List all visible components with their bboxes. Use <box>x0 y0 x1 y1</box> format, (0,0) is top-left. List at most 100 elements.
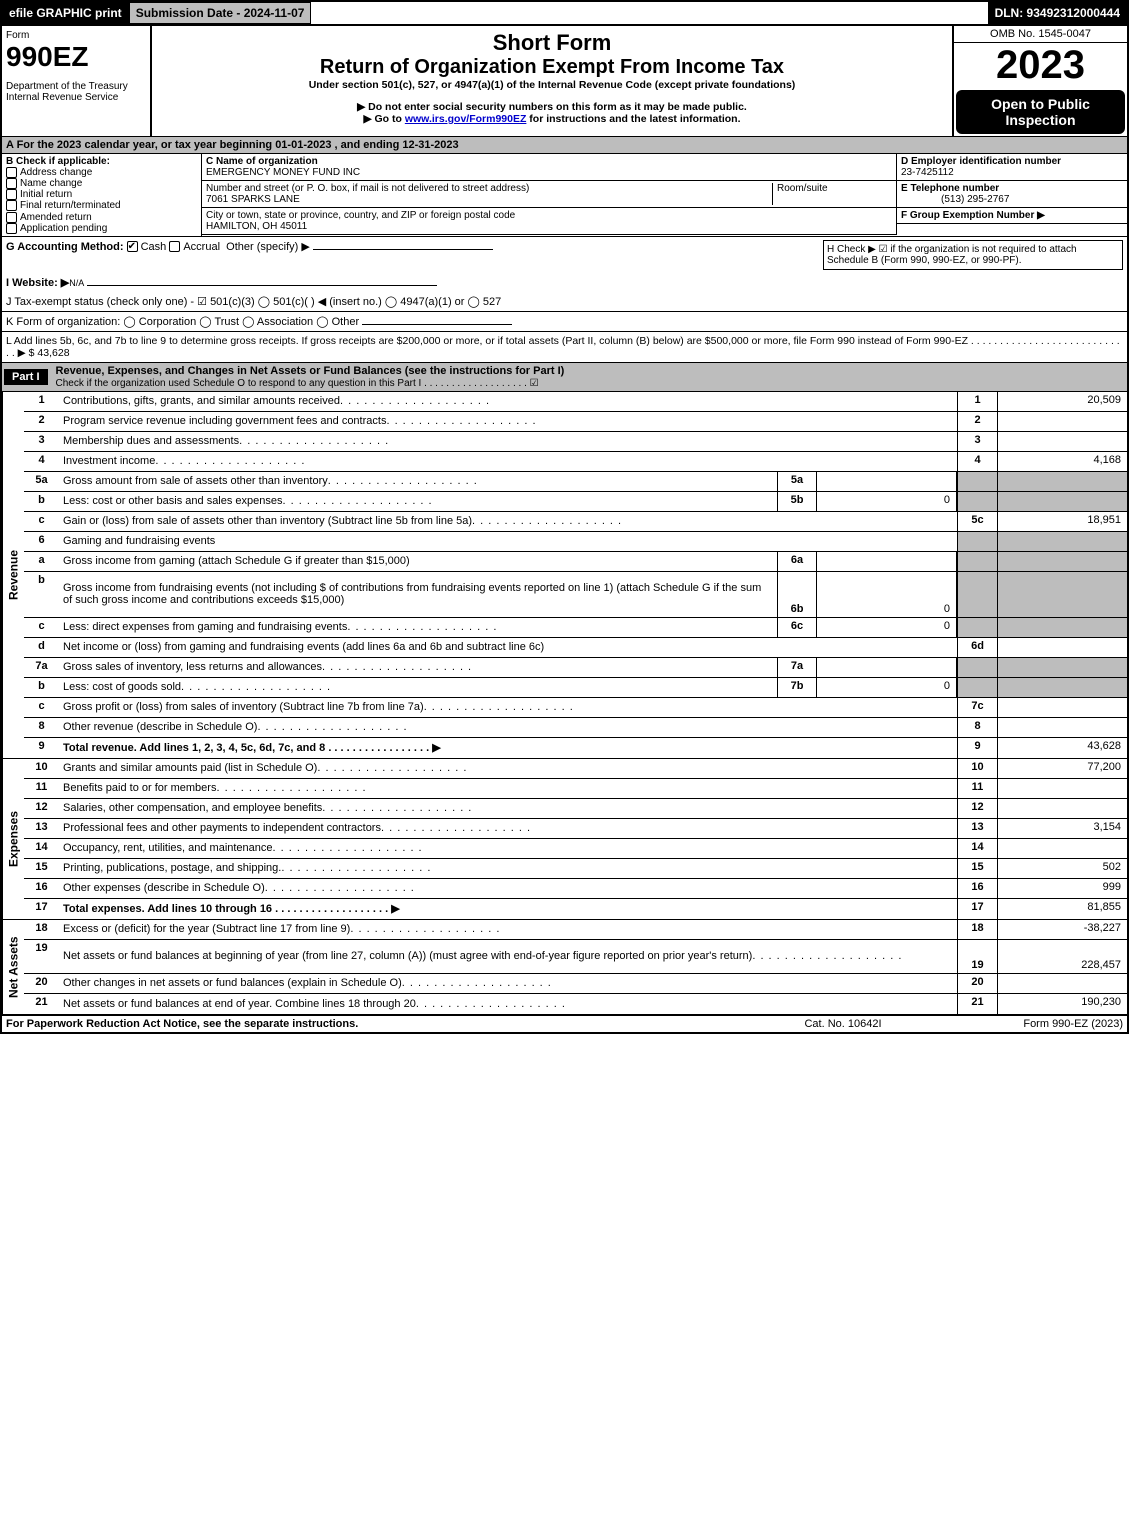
net-assets-section: Net Assets 18Excess or (deficit) for the… <box>2 919 1127 1014</box>
part-1-header: Part I Revenue, Expenses, and Changes in… <box>2 362 1127 391</box>
chk-pending[interactable] <box>6 223 17 234</box>
short-form-title: Short Form <box>160 30 944 56</box>
form-id-block: Form 990EZ Department of the Treasury In… <box>2 26 152 136</box>
r2-desc: Program service revenue including govern… <box>59 412 957 431</box>
col-c-org-info: C Name of organization EMERGENCY MONEY F… <box>202 154 897 236</box>
lbl-amended: Amended return <box>20 212 92 223</box>
submission-date-button[interactable]: Submission Date - 2024-11-07 <box>129 2 312 24</box>
top-toolbar: efile GRAPHIC print Submission Date - 20… <box>2 2 1127 24</box>
r15-desc: Printing, publications, postage, and shi… <box>59 859 957 878</box>
r7a-val <box>997 658 1127 677</box>
r18-num: 18 <box>24 920 59 939</box>
part-1-title-text: Revenue, Expenses, and Changes in Net As… <box>56 365 565 377</box>
city-cell: City or town, state or province, country… <box>202 208 897 235</box>
chk-cash[interactable] <box>127 241 138 252</box>
irs-link[interactable]: www.irs.gov/Form990EZ <box>405 113 527 125</box>
r18-rn: 18 <box>957 920 997 939</box>
r6c-sv: 0 <box>817 618 957 637</box>
b-header: B Check if applicable: <box>6 156 110 167</box>
r7c-num: c <box>24 698 59 717</box>
tel-label: E Telephone number <box>901 183 999 194</box>
r5a-sv <box>817 472 957 491</box>
pra-notice: For Paperwork Reduction Act Notice, see … <box>6 1018 743 1030</box>
expenses-section: Expenses 10Grants and similar amounts pa… <box>2 758 1127 919</box>
r7b-rn <box>957 678 997 697</box>
r2-num: 2 <box>24 412 59 431</box>
r10-desc: Grants and similar amounts paid (list in… <box>59 759 957 778</box>
toolbar-spacer <box>311 2 987 24</box>
r4-rn: 4 <box>957 452 997 471</box>
r8-desc: Other revenue (describe in Schedule O) <box>59 718 957 737</box>
r1-num: 1 <box>24 392 59 411</box>
city-value: HAMILTON, OH 45011 <box>206 221 307 232</box>
col-d-contact: D Employer identification number 23-7425… <box>897 154 1127 236</box>
ein-value: 23-7425112 <box>901 167 954 178</box>
k-underline <box>362 324 512 325</box>
r6b-rn <box>957 572 997 617</box>
r5b-sv: 0 <box>817 492 957 511</box>
r6b-sub: 6b <box>777 572 817 617</box>
r20-val <box>997 974 1127 993</box>
r6b-desc: Gross income from fundraising events (no… <box>59 572 777 617</box>
lbl-cash: Cash <box>141 241 167 253</box>
footer: For Paperwork Reduction Act Notice, see … <box>2 1014 1127 1032</box>
r7a-sub: 7a <box>777 658 817 677</box>
form-header: Form 990EZ Department of the Treasury In… <box>2 24 1127 136</box>
r6b-sv: 0 <box>817 572 957 617</box>
r10-val: 77,200 <box>997 759 1127 778</box>
efile-print-button[interactable]: efile GRAPHIC print <box>2 2 129 24</box>
org-name-value: EMERGENCY MONEY FUND INC <box>206 167 360 178</box>
lbl-final: Final return/terminated <box>20 201 121 212</box>
sub3-pre: ▶ Go to <box>364 113 405 125</box>
revenue-sidebar: Revenue <box>2 392 24 758</box>
expenses-rows: 10Grants and similar amounts paid (list … <box>24 759 1127 919</box>
r13-num: 13 <box>24 819 59 838</box>
r6c-val <box>997 618 1127 637</box>
form-word: Form <box>6 30 146 41</box>
r5c-desc: Gain or (loss) from sale of assets other… <box>59 512 957 531</box>
r5a-sub: 5a <box>777 472 817 491</box>
line-g-h: G Accounting Method: Cash Accrual Other … <box>2 236 1127 273</box>
chk-initial[interactable] <box>6 189 17 200</box>
r5c-num: c <box>24 512 59 531</box>
chk-amended[interactable] <box>6 212 17 223</box>
r19-rn: 19 <box>957 940 997 973</box>
chk-address[interactable] <box>6 167 17 178</box>
form-container: efile GRAPHIC print Submission Date - 20… <box>0 0 1129 1034</box>
r7a-num: 7a <box>24 658 59 677</box>
r19-desc: Net assets or fund balances at beginning… <box>59 940 957 973</box>
sub3-post: for instructions and the latest informat… <box>526 113 740 125</box>
website-value: N/A <box>69 278 84 288</box>
r21-desc: Net assets or fund balances at end of ye… <box>59 994 957 1014</box>
part-1-label: Part I <box>4 369 48 385</box>
chk-name[interactable] <box>6 178 17 189</box>
r6c-num: c <box>24 618 59 637</box>
r14-num: 14 <box>24 839 59 858</box>
r9-rn: 9 <box>957 738 997 758</box>
r1-val: 20,509 <box>997 392 1127 411</box>
k-text: K Form of organization: ◯ Corporation ◯ … <box>6 316 359 328</box>
chk-accrual[interactable] <box>169 241 180 252</box>
open-inspection-box: Open to Public Inspection <box>956 90 1125 134</box>
r6b-num: b <box>24 572 59 617</box>
r18-val: -38,227 <box>997 920 1127 939</box>
r20-num: 20 <box>24 974 59 993</box>
r6d-val <box>997 638 1127 657</box>
r4-num: 4 <box>24 452 59 471</box>
r6d-desc: Net income or (loss) from gaming and fun… <box>59 638 957 657</box>
chk-final[interactable] <box>6 200 17 211</box>
r11-rn: 11 <box>957 779 997 798</box>
r4-val: 4,168 <box>997 452 1127 471</box>
form-id-footer: Form 990-EZ (2023) <box>943 1018 1123 1030</box>
r6-val <box>997 532 1127 551</box>
lbl-initial: Initial return <box>20 189 72 200</box>
other-specify-field[interactable] <box>313 249 493 250</box>
r17-desc: Total expenses. Add lines 10 through 16 … <box>59 899 957 919</box>
r12-rn: 12 <box>957 799 997 818</box>
r16-num: 16 <box>24 879 59 898</box>
part-1-title: Revenue, Expenses, and Changes in Net As… <box>48 365 1125 389</box>
r9-desc-text: Total revenue. Add lines 1, 2, 3, 4, 5c,… <box>63 741 441 754</box>
r12-val <box>997 799 1127 818</box>
r4-desc: Investment income <box>59 452 957 471</box>
r10-num: 10 <box>24 759 59 778</box>
